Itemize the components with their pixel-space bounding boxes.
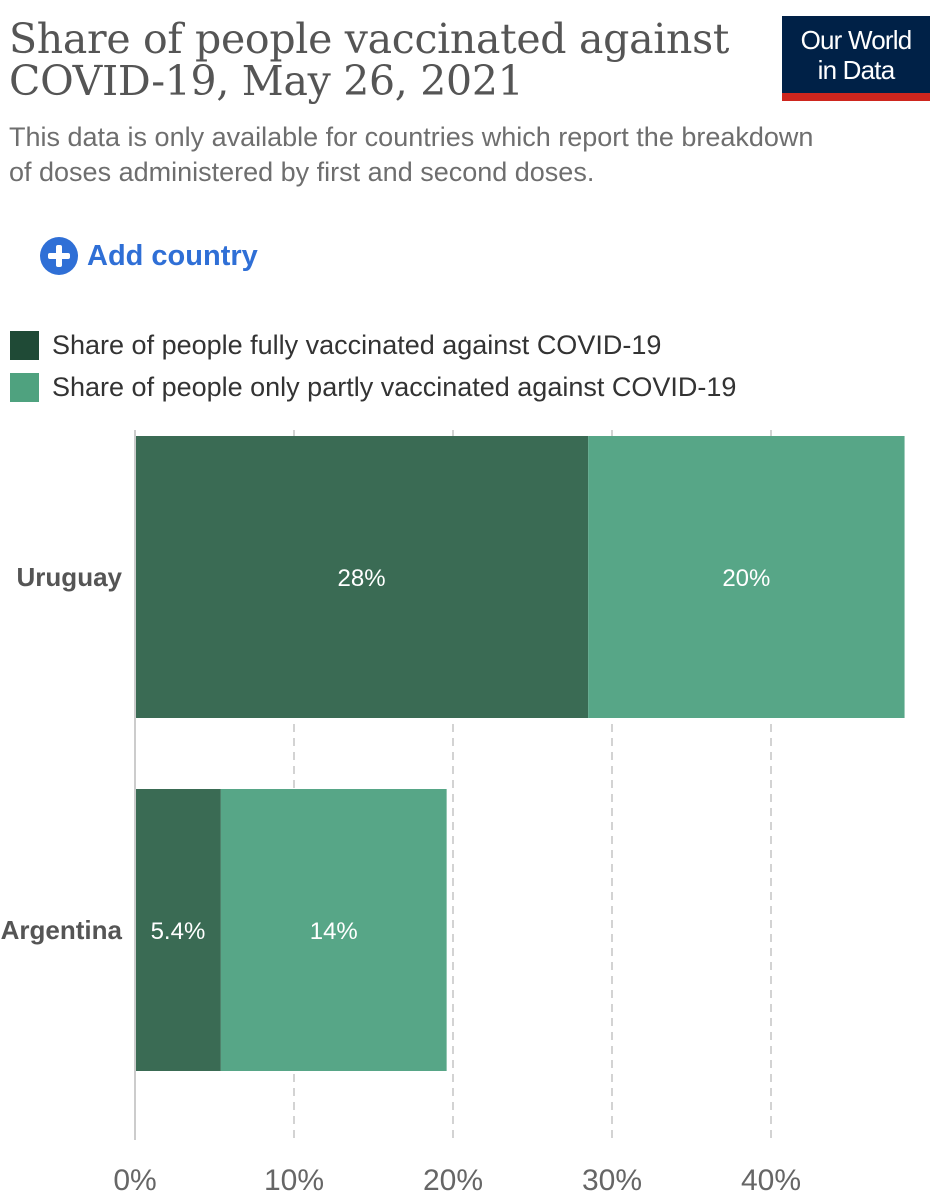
- owid-logo[interactable]: Our World in Data: [782, 16, 930, 101]
- chart-legend: Share of people fully vaccinated against…: [10, 324, 736, 408]
- category-label-argentina: Argentina: [1, 915, 123, 945]
- legend-item-partly[interactable]: Share of people only partly vaccinated a…: [10, 366, 736, 408]
- bar-argentina-series-1[interactable]: [220, 789, 447, 1071]
- legend-label-partly: Share of people only partly vaccinated a…: [52, 371, 737, 402]
- chart-subtitle: This data is only available for countrie…: [9, 122, 814, 187]
- legend-swatch-fully: [10, 330, 39, 360]
- plus-circle-icon: [40, 237, 78, 275]
- x-tick-label-0: 0%: [113, 1164, 156, 1197]
- legend-label-fully: Share of people fully vaccinated against…: [52, 329, 662, 360]
- bar-label-argentina-series-0: 5.4%: [151, 918, 206, 945]
- bar-uruguay-series-1[interactable]: [588, 436, 905, 718]
- bar-label-uruguay-series-0: 28%: [338, 565, 386, 592]
- x-tick-label-2: 20%: [423, 1164, 483, 1197]
- category-label-uruguay: Uruguay: [17, 562, 123, 592]
- logo-line-1: Our World: [800, 24, 913, 55]
- chart-title: Share of people vaccinated against COVID…: [9, 15, 730, 105]
- logo-line-2: in Data: [817, 54, 896, 85]
- x-tick-label-1: 10%: [264, 1164, 324, 1197]
- x-tick-label-3: 30%: [582, 1164, 642, 1197]
- legend-item-fully[interactable]: Share of people fully vaccinated against…: [10, 324, 736, 366]
- add-country-label: Add country: [87, 239, 258, 272]
- bar-uruguay-series-0[interactable]: [135, 436, 589, 718]
- bar-label-uruguay-series-1: 20%: [722, 565, 770, 592]
- add-country-button[interactable]: Add country: [40, 236, 258, 276]
- legend-swatch-partly: [10, 372, 39, 402]
- x-tick-label-4: 40%: [741, 1164, 801, 1197]
- bar-label-argentina-series-1: 14%: [310, 918, 358, 945]
- bar-argentina-series-0[interactable]: [135, 789, 221, 1071]
